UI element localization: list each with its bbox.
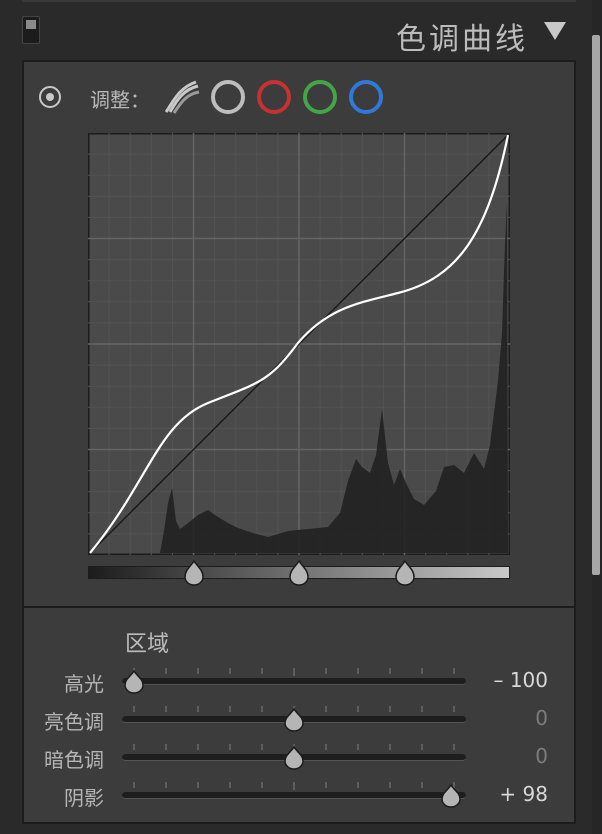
panel-top-border xyxy=(22,0,576,2)
panel-switch-icon[interactable] xyxy=(22,16,40,44)
tone-curve-line[interactable] xyxy=(89,134,510,554)
split-point-handle[interactable] xyxy=(393,560,417,586)
panel-title[interactable]: 色调曲线 xyxy=(396,22,528,57)
scrollbar-thumb[interactable] xyxy=(592,35,600,575)
slider-ticks xyxy=(133,706,455,714)
identity-diagonal xyxy=(89,134,509,554)
blue-channel-icon[interactable] xyxy=(349,80,383,114)
slider-ticks xyxy=(133,782,455,790)
section-divider xyxy=(22,606,576,608)
slider-ticks xyxy=(133,668,455,676)
region-section-title: 区域 xyxy=(125,632,170,657)
tone-curve-graph[interactable] xyxy=(88,133,510,555)
targeted-adjustment-icon[interactable] xyxy=(39,86,61,108)
rgb-channel-icon[interactable] xyxy=(211,80,245,114)
darks-label: 暗色调 xyxy=(44,748,104,772)
split-point-handle[interactable] xyxy=(287,560,311,586)
highlights-label: 高光 xyxy=(64,672,104,696)
green-channel-icon[interactable] xyxy=(303,80,337,114)
shadows-label: 阴影 xyxy=(64,786,104,810)
scrollbar[interactable] xyxy=(592,0,602,834)
highlights-value[interactable]: – 100 xyxy=(493,668,548,692)
shadows-value[interactable]: + 98 xyxy=(499,782,548,806)
highlights-slider-thumb[interactable] xyxy=(122,670,146,694)
shadows-slider-thumb[interactable] xyxy=(439,784,463,808)
slider-ticks xyxy=(133,744,455,752)
red-channel-icon[interactable] xyxy=(257,80,291,114)
lights-label: 亮色调 xyxy=(44,710,104,734)
lights-value[interactable]: 0 xyxy=(535,706,548,730)
split-point-handle[interactable] xyxy=(182,560,206,586)
lights-slider-thumb[interactable] xyxy=(282,708,306,732)
parametric-curve-icon[interactable] xyxy=(164,80,200,114)
histogram xyxy=(160,203,508,553)
collapse-triangle-icon[interactable] xyxy=(544,22,566,40)
highlights-slider-track[interactable] xyxy=(122,678,466,685)
shadows-slider-track[interactable] xyxy=(122,792,466,799)
darks-slider-thumb[interactable] xyxy=(282,746,306,770)
darks-value[interactable]: 0 xyxy=(535,744,548,768)
adjust-label: 调整： xyxy=(90,88,150,112)
